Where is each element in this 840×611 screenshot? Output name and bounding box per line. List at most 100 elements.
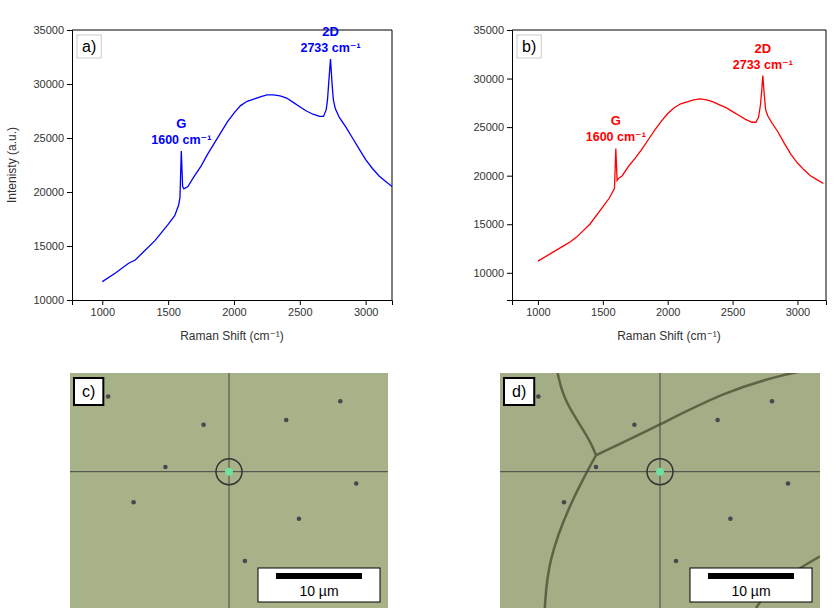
tick: 35000 [473, 24, 512, 36]
panel-label: d) [504, 378, 534, 405]
tick-mark [234, 300, 235, 305]
grain-boundary [596, 373, 820, 455]
tick: 35000 [33, 24, 72, 36]
panel-label: c) [74, 378, 103, 405]
tick-label: 3000 [786, 306, 810, 318]
tick: 30000 [33, 78, 72, 90]
grain-boundary [545, 455, 596, 608]
annotation-value: 2733 cm⁻¹ [733, 58, 793, 72]
tick: 15000 [33, 240, 72, 252]
tick-label: 10000 [473, 267, 504, 279]
crosshair [660, 373, 661, 608]
image-panel: d) 10 µm [500, 368, 820, 608]
particle [674, 559, 679, 564]
tick-mark [507, 273, 512, 274]
tick-label: 15000 [33, 240, 64, 252]
tick-label: 35000 [33, 24, 64, 36]
tick: 2500 [721, 300, 745, 318]
spectrum-line [538, 76, 823, 262]
crosshair [229, 373, 230, 608]
tick-mark [507, 176, 512, 177]
tick-label: 30000 [473, 73, 504, 85]
tick-label: 2000 [656, 306, 680, 318]
particle [632, 422, 637, 427]
particle [786, 481, 791, 486]
tick: 15000 [473, 218, 512, 230]
tick-mark [67, 300, 72, 301]
tick: 2000 [222, 300, 246, 318]
tick-label: 30000 [33, 78, 64, 90]
scale-bar: 10 µm [258, 568, 380, 602]
micrograph [500, 373, 820, 608]
tick-mark [67, 246, 72, 247]
scale-bar-line [276, 573, 362, 579]
tick: 1500 [156, 300, 180, 318]
x-axis-title: Raman Shift (cm⁻¹) [180, 329, 284, 343]
annotation-label: G [176, 116, 186, 131]
figure: 1000 1500 2000 2500 3000 10000 15000 20000 25000… [0, 0, 840, 611]
annotation-value: 2733 cm⁻¹ [300, 41, 360, 55]
frame [392, 30, 393, 300]
particle [201, 422, 206, 427]
tick-mark [507, 224, 512, 225]
spectrum-line [102, 59, 392, 281]
tick-mark [168, 300, 169, 305]
tick-label: 3000 [354, 306, 378, 318]
micrograph-background [500, 373, 820, 608]
tick: 2500 [288, 300, 312, 318]
tick-label: 1500 [591, 306, 615, 318]
grain-boundary [558, 373, 596, 455]
tick-label: 15000 [473, 218, 504, 230]
scale-bar-line [708, 573, 794, 579]
tick-mark [507, 79, 512, 80]
tick-mark [67, 192, 72, 193]
annotation-value: 1600 cm⁻¹ [586, 130, 646, 144]
axis-line [513, 301, 827, 306]
tick-mark [366, 300, 367, 305]
tick-label: 25000 [33, 132, 64, 144]
tick-mark [507, 127, 512, 128]
tick: 25000 [33, 132, 72, 144]
tick: 1000 [91, 300, 115, 318]
panel-letter: b) [522, 38, 536, 55]
tick-mark [538, 300, 539, 305]
tick-label: 2000 [222, 306, 246, 318]
annotation-value: 1600 cm⁻¹ [151, 133, 211, 147]
laser-spot [225, 468, 233, 476]
particle [297, 516, 302, 521]
tick: 3000 [786, 300, 810, 318]
target-ring [647, 459, 673, 485]
scale-bar-box [258, 568, 380, 602]
tick-label: 10000 [33, 294, 64, 306]
image-panel: c) 10 µm [70, 373, 388, 608]
tick-mark [733, 300, 734, 305]
chart-panel: 1000150020002500300010000150002000025000… [473, 24, 826, 343]
laser-spot [656, 468, 664, 476]
tick-mark [603, 300, 604, 305]
tick: 30000 [473, 73, 512, 85]
plot-area [102, 59, 392, 281]
particle [715, 418, 720, 423]
panel-label: b) [517, 35, 541, 58]
tick-mark [797, 300, 798, 305]
tick-label: 2500 [288, 306, 312, 318]
particle [106, 394, 111, 399]
tick-label: 20000 [33, 186, 64, 198]
chart-panel: 1000 1500 2000 2500 3000 10000 15000 20000 25000… [5, 24, 393, 343]
annotation-label: 2D [322, 24, 339, 39]
tick-mark [300, 300, 301, 305]
scale-bar-label: 10 µm [731, 583, 770, 599]
micrograph [70, 373, 388, 608]
particle [770, 399, 775, 404]
frame [72, 30, 392, 31]
frame [512, 30, 826, 31]
scale-bar-box [690, 568, 812, 602]
frame [826, 30, 827, 300]
panel-letter: a) [82, 38, 96, 55]
annotation-label: G [611, 113, 621, 128]
tick-label: 25000 [473, 121, 504, 133]
tick-label: 20000 [473, 170, 504, 182]
tick-mark [67, 138, 72, 139]
tick-mark [668, 300, 669, 305]
tick: 3000 [354, 300, 378, 318]
